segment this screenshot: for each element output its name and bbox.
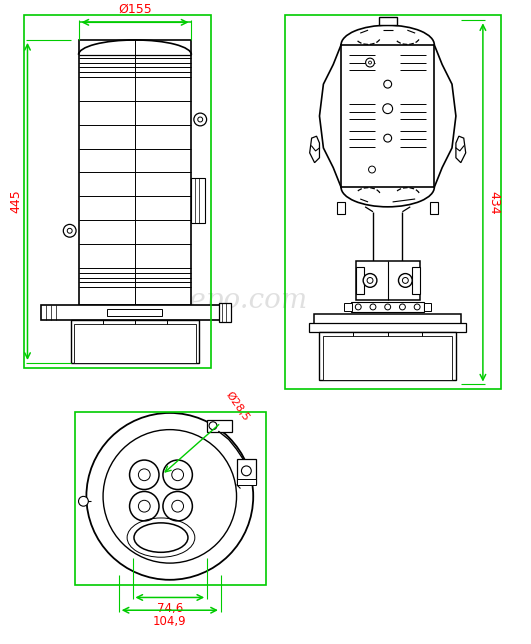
Bar [107, 309, 162, 316]
Circle shape [87, 413, 253, 580]
Bar [379, 17, 397, 25]
Circle shape [103, 430, 236, 563]
Circle shape [67, 229, 72, 233]
Bar [323, 336, 452, 379]
Text: Ø28,5: Ø28,5 [224, 390, 251, 422]
Circle shape [384, 80, 392, 88]
Bar [285, 15, 501, 390]
Circle shape [130, 491, 159, 521]
Bar [207, 420, 232, 431]
Circle shape [63, 224, 76, 237]
Text: 104,9: 104,9 [153, 615, 186, 628]
Circle shape [139, 500, 150, 512]
Circle shape [385, 304, 391, 310]
Circle shape [163, 491, 192, 521]
Bar [344, 303, 352, 311]
Circle shape [172, 469, 184, 480]
Circle shape [355, 304, 361, 310]
Circle shape [370, 304, 376, 310]
Circle shape [130, 460, 159, 489]
Bar [337, 202, 345, 214]
Bar [319, 332, 457, 379]
Circle shape [139, 469, 150, 480]
Bar [356, 261, 419, 300]
Text: @taepo.com: @taepo.com [134, 287, 307, 314]
Bar [79, 40, 191, 305]
Circle shape [79, 497, 88, 506]
Circle shape [414, 304, 420, 310]
Polygon shape [456, 136, 466, 163]
Circle shape [209, 422, 217, 430]
Text: Ø155: Ø155 [118, 3, 152, 15]
Circle shape [363, 274, 377, 287]
Bar [314, 314, 461, 328]
Bar [412, 267, 419, 294]
Bar [341, 45, 434, 187]
Circle shape [163, 460, 192, 489]
Circle shape [398, 274, 412, 287]
Text: 434: 434 [488, 191, 501, 214]
Circle shape [198, 117, 203, 122]
Polygon shape [310, 136, 320, 163]
Bar [41, 305, 229, 319]
Circle shape [366, 58, 374, 67]
Circle shape [172, 500, 184, 512]
Circle shape [399, 304, 405, 310]
Bar [71, 319, 199, 363]
Bar [356, 267, 364, 294]
Circle shape [367, 278, 373, 283]
Circle shape [383, 104, 392, 113]
Circle shape [194, 113, 207, 126]
Bar [424, 303, 431, 311]
Bar [351, 302, 424, 312]
Text: 74,6: 74,6 [157, 602, 183, 616]
Circle shape [242, 466, 251, 476]
Circle shape [369, 61, 372, 64]
Bar [219, 303, 230, 321]
Circle shape [402, 278, 408, 283]
Bar [236, 478, 256, 484]
Bar [74, 412, 266, 585]
Bar [74, 324, 196, 363]
Bar [309, 323, 466, 332]
Bar [191, 178, 205, 223]
Text: 445: 445 [10, 189, 23, 213]
Ellipse shape [134, 523, 188, 553]
Bar [431, 202, 438, 214]
Circle shape [384, 134, 392, 142]
Bar [236, 459, 256, 484]
Bar [23, 15, 211, 368]
Circle shape [369, 166, 375, 173]
